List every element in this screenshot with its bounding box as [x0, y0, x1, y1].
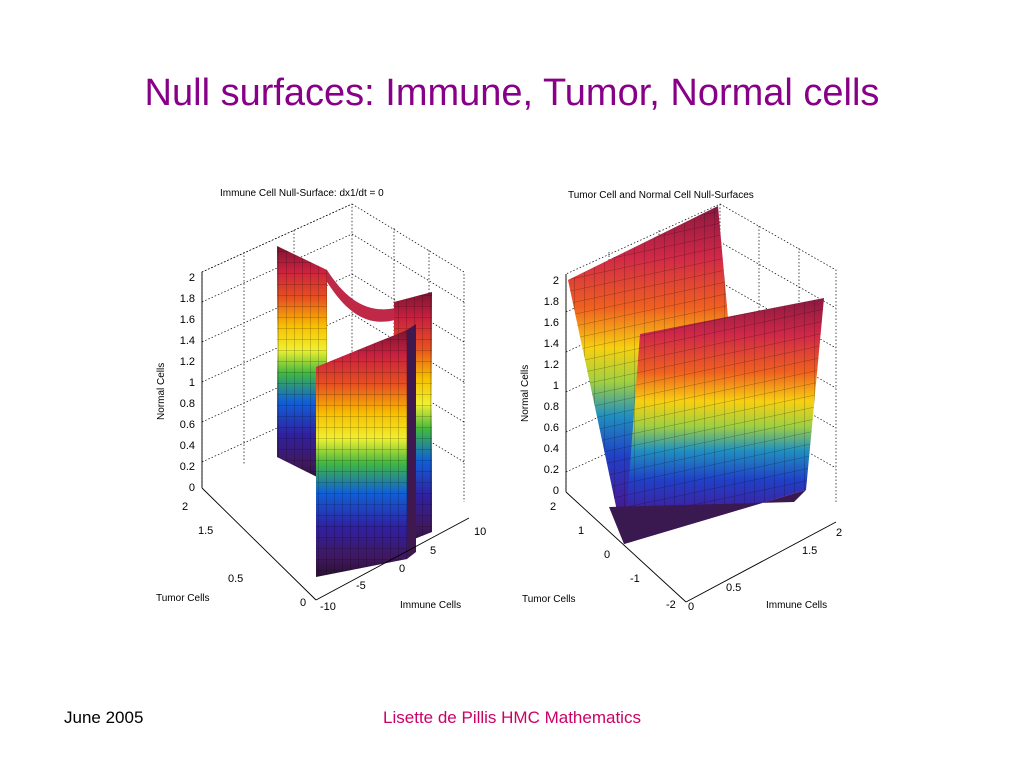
svg-text:0: 0 — [399, 563, 405, 575]
svg-text:0.2: 0.2 — [180, 461, 195, 473]
left-x-label: Immune Cells — [400, 600, 461, 611]
svg-text:1.5: 1.5 — [802, 545, 817, 557]
surface-plots: Immune Cell Null-Surface: dx1/dt = 0 — [156, 188, 842, 613]
svg-text:0.4: 0.4 — [180, 440, 195, 452]
svg-text:0.2: 0.2 — [544, 464, 559, 476]
svg-text:0.5: 0.5 — [228, 573, 243, 585]
right-z-ticks: 0 0.2 0.4 0.6 0.8 1 1.2 1.4 1.6 1.8 2 — [544, 275, 559, 497]
svg-text:1.5: 1.5 — [198, 525, 213, 537]
svg-text:0: 0 — [189, 482, 195, 494]
right-y-ticks: -2 -1 0 1 2 — [550, 501, 676, 611]
svg-text:0: 0 — [300, 597, 306, 609]
svg-text:1.6: 1.6 — [544, 317, 559, 329]
svg-text:0.8: 0.8 — [544, 401, 559, 413]
left-x-ticks: -10 -5 0 5 10 — [320, 526, 486, 613]
svg-text:2: 2 — [836, 527, 842, 539]
svg-text:0.4: 0.4 — [544, 443, 559, 455]
svg-text:1.8: 1.8 — [180, 293, 195, 305]
svg-text:0: 0 — [604, 549, 610, 561]
left-y-label: Tumor Cells — [156, 593, 210, 604]
svg-text:1.4: 1.4 — [544, 338, 559, 350]
footer-author: Lisette de Pillis HMC Mathematics — [383, 708, 641, 727]
svg-text:2: 2 — [189, 272, 195, 284]
svg-text:10: 10 — [474, 526, 486, 538]
left-z-ticks: 0 0.2 0.4 0.6 0.8 1 1.2 1.4 1.6 1.8 2 — [180, 272, 195, 494]
svg-text:1: 1 — [189, 377, 195, 389]
right-z-label: Normal Cells — [520, 365, 531, 422]
svg-text:5: 5 — [430, 545, 436, 557]
svg-text:1: 1 — [553, 380, 559, 392]
right-y-label: Tumor Cells — [522, 594, 576, 605]
svg-text:0.6: 0.6 — [544, 422, 559, 434]
svg-text:1.2: 1.2 — [180, 356, 195, 368]
left-plot: Immune Cell Null-Surface: dx1/dt = 0 — [156, 188, 486, 613]
svg-text:0: 0 — [553, 485, 559, 497]
left-z-label: Normal Cells — [156, 363, 167, 420]
figure-image: Immune Cell Null-Surface: dx1/dt = 0 — [94, 152, 906, 642]
left-y-ticks: 0 0.5 1.5 2 — [182, 501, 306, 609]
footer-date: June 2005 — [64, 708, 144, 727]
svg-text:2: 2 — [182, 501, 188, 513]
right-plot-title: Tumor Cell and Normal Cell Null-Surfaces — [568, 190, 754, 201]
right-x-ticks: 0 0.5 1.5 2 — [688, 527, 842, 613]
svg-text:-5: -5 — [356, 580, 366, 592]
right-x-label: Immune Cells — [766, 600, 827, 611]
svg-text:0: 0 — [688, 601, 694, 613]
svg-text:1: 1 — [578, 525, 584, 537]
svg-text:1.2: 1.2 — [544, 359, 559, 371]
svg-text:0.5: 0.5 — [726, 582, 741, 594]
svg-text:0.6: 0.6 — [180, 419, 195, 431]
svg-text:0.8: 0.8 — [180, 398, 195, 410]
right-plot: Tumor Cell and Normal Cell Null-Surfaces — [520, 190, 842, 613]
svg-text:1.6: 1.6 — [180, 314, 195, 326]
svg-text:-10: -10 — [320, 601, 336, 613]
svg-text:1.8: 1.8 — [544, 296, 559, 308]
slide-title: Null surfaces: Immune, Tumor, Normal cel… — [144, 72, 880, 114]
left-plot-title: Immune Cell Null-Surface: dx1/dt = 0 — [220, 188, 384, 199]
svg-text:2: 2 — [550, 501, 556, 513]
svg-text:-1: -1 — [630, 573, 640, 585]
svg-text:1.4: 1.4 — [180, 335, 195, 347]
svg-text:-2: -2 — [666, 599, 676, 611]
svg-text:2: 2 — [553, 275, 559, 287]
